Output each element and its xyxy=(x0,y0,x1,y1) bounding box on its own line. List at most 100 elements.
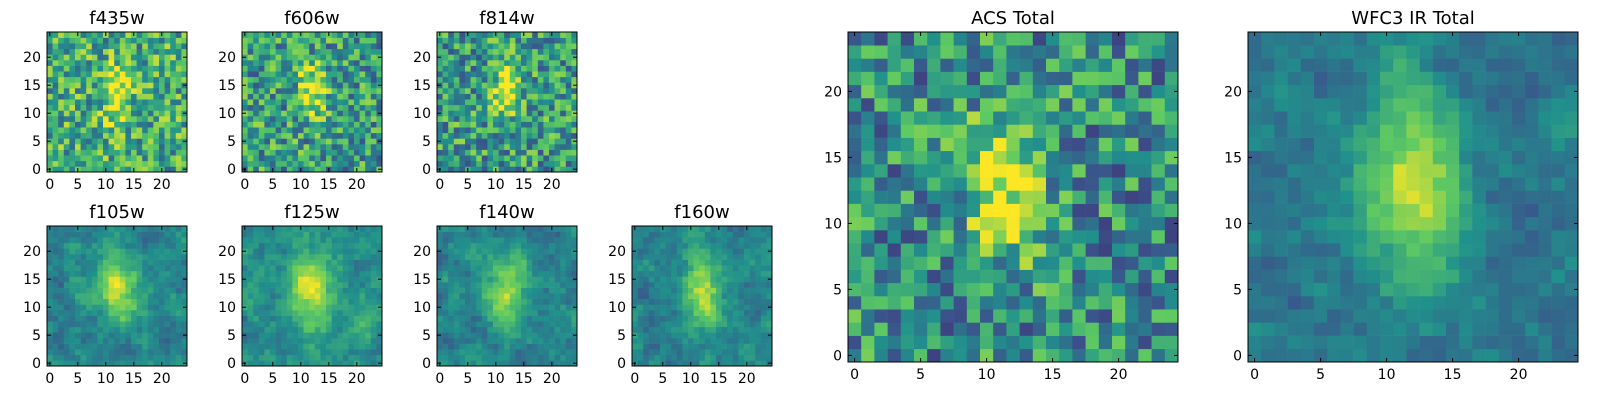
heatmap-cell xyxy=(665,293,672,300)
heatmap-cell xyxy=(442,76,449,83)
heatmap-cell xyxy=(292,104,299,111)
heatmap-cell xyxy=(131,104,137,111)
heatmap-cell xyxy=(170,110,177,117)
heatmap-cell xyxy=(476,32,483,38)
heatmap-cell xyxy=(75,116,81,122)
heatmap-cell xyxy=(537,88,544,94)
heatmap-cell xyxy=(693,259,700,266)
heatmap-cell xyxy=(314,298,321,305)
heatmap-cell xyxy=(253,304,260,311)
heatmap-cell xyxy=(281,332,288,339)
heatmap-cell xyxy=(465,282,471,288)
heatmap-cell xyxy=(543,248,550,255)
heatmap-cell xyxy=(721,332,728,339)
heatmap-cell xyxy=(359,293,366,300)
heatmap-cell xyxy=(487,121,494,128)
heatmap-cell xyxy=(693,265,700,272)
heatmap-cell xyxy=(359,265,366,272)
heatmap-cell xyxy=(509,354,516,361)
heatmap-cell xyxy=(498,116,505,122)
heatmap-cell xyxy=(632,349,638,356)
heatmap-cell xyxy=(521,298,527,305)
heatmap-cell xyxy=(75,144,81,150)
heatmap-cell xyxy=(170,343,177,350)
heatmap-cell xyxy=(359,82,366,89)
heatmap-cell xyxy=(721,237,728,244)
heatmap-cell xyxy=(688,298,694,305)
heatmap-cell xyxy=(80,343,87,350)
heatmap-cell xyxy=(481,326,488,333)
heatmap-cell xyxy=(314,60,321,66)
heatmap-cell xyxy=(320,65,327,72)
heatmap-cell xyxy=(136,65,143,72)
heatmap-cell xyxy=(370,259,377,266)
heatmap-cell xyxy=(442,315,449,322)
heatmap-cell xyxy=(515,104,522,111)
heatmap-cell xyxy=(69,265,76,272)
heatmap-cell xyxy=(465,298,471,305)
heatmap-cell xyxy=(108,338,115,344)
heatmap-cell xyxy=(175,76,182,83)
heatmap-cell xyxy=(159,76,165,83)
heatmap-cell xyxy=(131,60,137,66)
heatmap-cell xyxy=(654,237,661,244)
heatmap-cell xyxy=(693,226,700,232)
heatmap-cell xyxy=(164,43,171,50)
heatmap-cell xyxy=(476,144,483,150)
heatmap-cell xyxy=(744,349,750,356)
y-tick-label: 20 xyxy=(413,50,431,66)
x-tick-label: 0 xyxy=(45,177,54,193)
heatmap-cell xyxy=(459,82,466,89)
heatmap-cell xyxy=(493,349,499,356)
heatmap-cell xyxy=(665,343,672,350)
heatmap-cell xyxy=(766,287,773,294)
heatmap-cell xyxy=(1164,177,1179,191)
x-tick-label: 20 xyxy=(153,177,171,193)
heatmap-cell xyxy=(80,231,87,238)
heatmap-cell xyxy=(342,265,349,272)
heatmap-cell xyxy=(861,203,875,218)
heatmap-cell xyxy=(1006,216,1020,231)
heatmap-cell xyxy=(487,298,494,305)
heatmap-cell xyxy=(470,343,477,350)
heatmap-cell xyxy=(526,315,533,322)
heatmap-cell xyxy=(453,231,460,238)
heatmap-cell xyxy=(337,37,344,44)
heatmap-cell xyxy=(887,335,902,350)
heatmap-cell xyxy=(354,276,360,283)
heatmap-cell xyxy=(75,82,81,89)
heatmap-cell xyxy=(476,116,483,122)
heatmap-cell xyxy=(660,298,666,305)
heatmap-cell xyxy=(80,282,87,288)
heatmap-cell xyxy=(69,71,76,78)
heatmap-cell xyxy=(164,332,171,339)
heatmap-cell xyxy=(153,304,160,311)
heatmap-cell xyxy=(309,48,316,55)
heatmap-cell xyxy=(153,287,160,294)
heatmap-cell xyxy=(914,177,928,191)
heatmap-cell xyxy=(521,354,527,361)
heatmap-cell xyxy=(119,99,126,106)
heatmap-cell xyxy=(365,116,372,122)
heatmap-cell xyxy=(320,104,327,111)
heatmap-cell xyxy=(549,48,555,55)
heatmap-cell xyxy=(153,354,160,361)
heatmap-cell xyxy=(303,132,310,139)
heatmap-cell xyxy=(749,332,756,339)
heatmap-cell xyxy=(470,231,477,238)
heatmap-cell xyxy=(549,76,555,83)
heatmap-cell xyxy=(940,256,954,270)
heatmap-cell xyxy=(258,99,265,106)
heatmap-cell xyxy=(565,354,572,361)
heatmap-cell xyxy=(900,309,915,323)
heatmap-cell xyxy=(1006,309,1020,323)
heatmap-cell xyxy=(704,326,711,333)
heatmap-cell xyxy=(170,254,177,260)
heatmap-cell xyxy=(749,298,756,305)
heatmap-cell xyxy=(1019,256,1034,270)
heatmap-cell xyxy=(58,226,65,232)
heatmap-cell xyxy=(247,326,254,333)
heatmap-cell xyxy=(874,309,888,323)
heatmap-cell xyxy=(993,348,1007,363)
heatmap-cell xyxy=(303,149,310,156)
